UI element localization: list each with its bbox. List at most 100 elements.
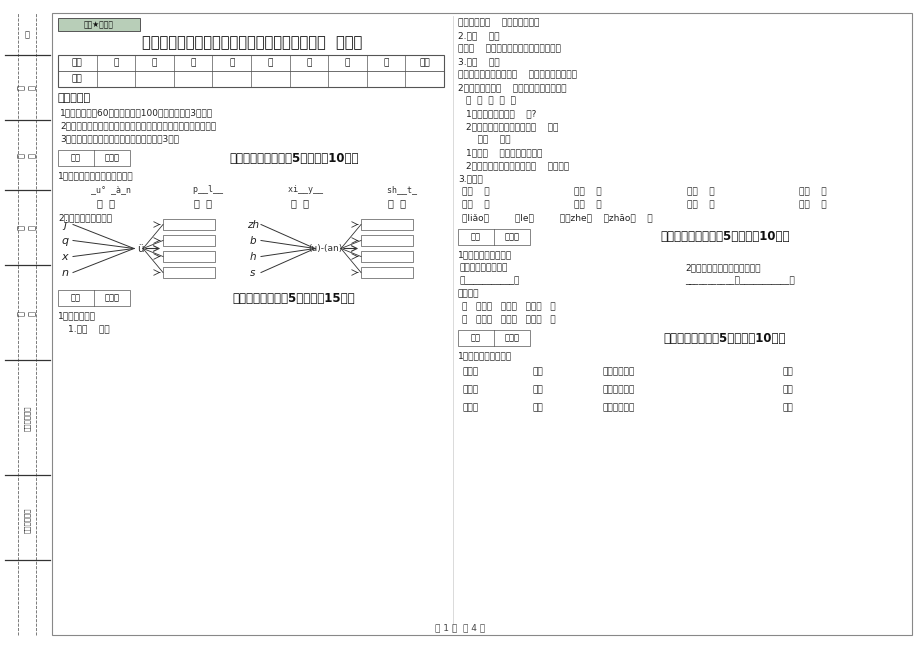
Text: j: j xyxy=(63,220,66,229)
Text: 做  饭: 做 饭 xyxy=(97,198,116,208)
Bar xyxy=(58,290,130,306)
Text: 云朵: 云朵 xyxy=(532,385,543,394)
Text: 咸宁市实验小学一年级语文下学期开学检测试卷  附答案: 咸宁市实验小学一年级语文下学期开学检测试卷 附答案 xyxy=(142,36,362,51)
Text: 3.组词。: 3.组词。 xyxy=(458,174,482,183)
Bar xyxy=(458,330,529,346)
Text: 原（    ）: 原（ ） xyxy=(573,200,601,209)
Text: 3.慢慢    悄悄: 3.慢慢 悄悄 xyxy=(458,57,499,66)
Text: 二: 二 xyxy=(152,58,157,68)
Text: 得分: 得分 xyxy=(471,333,481,343)
Text: 2、我会拼，我会写。: 2、我会拼，我会写。 xyxy=(58,213,112,222)
Text: 暖和的: 暖和的 xyxy=(462,367,479,376)
Text: 情（    ）: 情（ ） xyxy=(461,200,489,209)
Text: 1、这是怎么回事（    ）?: 1、这是怎么回事（ ）? xyxy=(466,109,536,118)
Text: 常常    非常: 常常 非常 xyxy=(466,135,510,144)
Text: （   ）画（   ）以（   ）跳（   ）: （ ）画（ ）以（ ）跳（ ） xyxy=(461,302,555,311)
Text: 2、会园里的花很多，开得（    ）美丽。: 2、会园里的花很多，开得（ ）美丽。 xyxy=(466,161,569,170)
Text: 考试须知：: 考试须知： xyxy=(58,93,91,103)
Text: ü: ü xyxy=(137,244,143,254)
Text: sh__t_: sh__t_ xyxy=(377,185,417,194)
Text: 总分: 总分 xyxy=(419,58,429,68)
Text: 一、拼音部分（每题5分，共计10分）: 一、拼音部分（每题5分，共计10分） xyxy=(229,151,358,164)
Text: 1.欢快    欢笑: 1.欢快 欢笑 xyxy=(68,324,109,333)
Text: q: q xyxy=(62,235,69,246)
Text: 1、读一读，把音节填写完整。: 1、读一读，把音节填写完整。 xyxy=(58,171,133,180)
Bar xyxy=(360,251,413,262)
Text: 钻石: 钻石 xyxy=(782,367,793,376)
Bar xyxy=(163,219,215,230)
Text: 印: 印 xyxy=(25,31,29,40)
Text: 得分: 得分 xyxy=(71,294,81,302)
Text: 大山: 大山 xyxy=(532,367,543,376)
Text: 四: 四 xyxy=(229,58,234,68)
Text: 得（    ）: 得（ ） xyxy=(686,187,714,196)
Bar xyxy=(163,251,215,262)
Text: 姓
名: 姓 名 xyxy=(17,153,37,157)
Bar xyxy=(58,18,140,31)
Text: 三: 三 xyxy=(190,58,196,68)
Text: s: s xyxy=(250,268,255,278)
Bar xyxy=(360,235,413,246)
Text: 乡镇（街道）: 乡镇（街道） xyxy=(24,507,30,533)
Text: 六: 六 xyxy=(306,58,312,68)
Bar xyxy=(360,219,413,230)
Text: ___________再___________。: ___________再___________。 xyxy=(685,276,794,285)
Text: _u° _à_n: _u° _à_n xyxy=(82,185,131,194)
Text: 评卷人: 评卷人 xyxy=(105,153,119,162)
Bar xyxy=(458,229,529,245)
Text: 新（    ）: 新（ ） xyxy=(799,200,826,209)
Text: 身  体: 身 体 xyxy=(388,198,406,208)
Text: 评卷人: 评卷人 xyxy=(504,233,519,242)
Text: 了liǎo（         ）le（         ）着zhe（    ）zhāo（    ）: 了liǎo（ ）le（ ）着zhe（ ）zhāo（ ） xyxy=(461,213,652,222)
Text: 金子: 金子 xyxy=(782,385,793,394)
Bar xyxy=(163,235,215,246)
Text: 第 1 页  共 4 页: 第 1 页 共 4 页 xyxy=(435,623,484,632)
Text: 得分: 得分 xyxy=(71,153,81,162)
Text: 高高的: 高高的 xyxy=(462,385,479,394)
Text: (u)-(an): (u)-(an) xyxy=(308,244,342,253)
Text: 清清的溪水（    ）地向前流去。: 清清的溪水（ ）地向前流去。 xyxy=(458,18,539,27)
Text: 二、填空题（每题5分，共计15分）: 二、填空题（每题5分，共计15分） xyxy=(233,291,355,304)
Text: 小船: 小船 xyxy=(782,403,793,412)
Text: 一: 一 xyxy=(113,58,119,68)
Text: 闪闪的星星像: 闪闪的星星像 xyxy=(602,385,634,394)
Text: n: n xyxy=(62,268,68,278)
Text: 亲（    ）: 亲（ ） xyxy=(799,187,826,196)
Text: xi__y__: xi__y__ xyxy=(278,185,323,194)
Text: 八: 八 xyxy=(383,58,389,68)
Text: 考
场: 考 场 xyxy=(17,84,37,90)
Text: 1、想一想，连一连。: 1、想一想，连一连。 xyxy=(458,351,512,360)
Text: 得分: 得分 xyxy=(471,233,481,242)
Bar xyxy=(58,150,130,166)
Text: 评卷人: 评卷人 xyxy=(105,294,119,302)
Text: 吗  呢  哼  吧  哦: 吗 呢 哼 吧 哦 xyxy=(466,96,516,105)
Text: b: b xyxy=(249,235,256,246)
Text: 1、我（    ）看童话故事书。: 1、我（ ）看童话故事书。 xyxy=(466,148,542,157)
Text: 四、连一连（每题5分，共计10分）: 四、连一连（每题5分，共计10分） xyxy=(663,332,786,344)
Text: 请（    ）: 请（ ） xyxy=(461,187,489,196)
Text: 灿烂的阳光像: 灿烂的阳光像 xyxy=(602,403,634,412)
Text: ：柳在灯下改作业。: ：柳在灯下改作业。 xyxy=(460,263,508,272)
Text: 三、识字写字（每题5分，共计10分）: 三、识字写字（每题5分，共计10分） xyxy=(660,231,789,244)
Bar xyxy=(163,267,215,278)
Text: 园（    ）: 园（ ） xyxy=(573,187,601,196)
Text: 2、小白兔，我们赶快回家（    ）！: 2、小白兔，我们赶快回家（ ）！ xyxy=(466,122,558,131)
Bar xyxy=(58,55,444,87)
Text: 在___________，: 在___________， xyxy=(460,276,519,285)
Text: 3、不要在试卷上乱写乱画，卷面不整洁扣3分。: 3、不要在试卷上乱写乱画，卷面不整洁扣3分。 xyxy=(60,134,179,143)
Text: 得分: 得分 xyxy=(72,75,83,83)
Text: 爷爷正在屋里看书，我（    ）地关上门看电视。: 爷爷正在屋里看书，我（ ）地关上门看电视。 xyxy=(458,70,576,79)
Text: 2、林冬再也不能粗心大意了。: 2、林冬再也不能粗心大意了。 xyxy=(685,263,760,272)
Text: 春风（    ）地吹，吹得草绿了，花开了。: 春风（ ）地吹，吹得草绿了，花开了。 xyxy=(458,44,561,53)
Text: 班
级: 班 级 xyxy=(17,226,37,231)
Text: p__l__: p__l__ xyxy=(183,185,223,194)
Text: x: x xyxy=(62,252,68,261)
Text: 鲜  艳: 鲜 艳 xyxy=(291,198,309,208)
Text: 1、考试时间：60分钟，满分为100分（含卷面分3分）。: 1、考试时间：60分钟，满分为100分（含卷面分3分）。 xyxy=(60,108,213,117)
Text: 评卷人: 评卷人 xyxy=(504,333,519,343)
Text: h: h xyxy=(249,252,256,261)
Text: 飘  落: 飘 落 xyxy=(194,198,212,208)
Text: 题号: 题号 xyxy=(72,58,83,68)
Text: zh: zh xyxy=(246,220,259,229)
Text: 1、选词填空。: 1、选词填空。 xyxy=(58,311,96,320)
